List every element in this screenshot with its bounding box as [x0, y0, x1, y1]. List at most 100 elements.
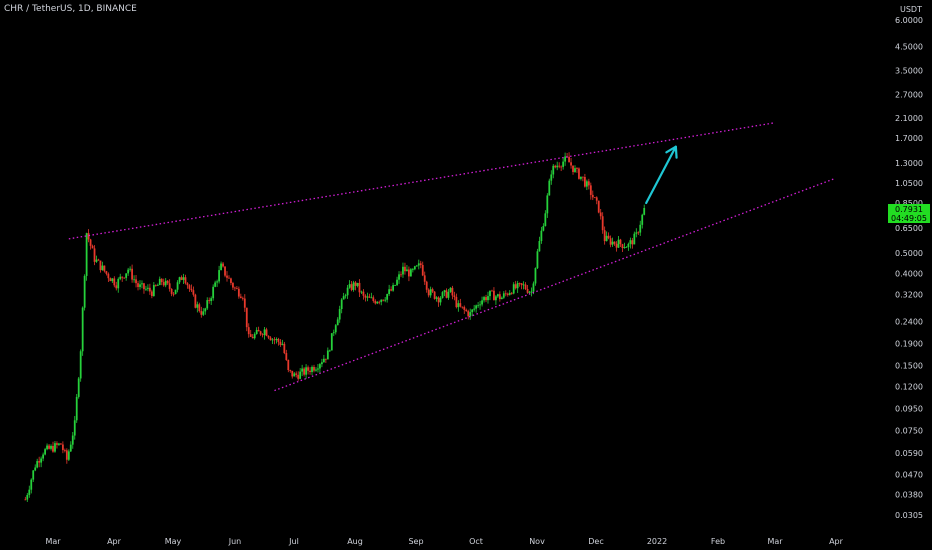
candle-body-up	[174, 289, 177, 295]
candle-body-down	[107, 273, 110, 279]
candle-body-down	[186, 283, 189, 286]
candle-body-up	[534, 268, 537, 284]
price-tick-label: 0.1900	[895, 339, 923, 348]
candle-body-down	[303, 368, 306, 375]
candle-body-up	[508, 292, 511, 295]
candle-body-down	[287, 359, 290, 370]
candle-body-up	[384, 299, 387, 301]
candle-body-down	[154, 285, 157, 286]
current-price-value: 0.7931	[895, 205, 923, 214]
price-axis[interactable]: USDT 6.0000 4.5000 3.5000 2.7000 2.1000 1.700…	[895, 5, 923, 520]
candle-body-up	[481, 300, 483, 305]
candle-body-up	[133, 279, 135, 281]
candle-body-up	[643, 207, 646, 215]
candle-body-up	[40, 458, 43, 463]
candle-body-up	[164, 280, 167, 286]
candle-body-down	[374, 300, 377, 304]
candle-body-down	[354, 282, 357, 286]
price-tick-label: 0.6500	[895, 224, 923, 233]
candle-body-up	[293, 373, 296, 377]
candle-body-down	[200, 311, 203, 315]
candle-body-up	[489, 290, 491, 297]
candle-body-up	[330, 333, 333, 351]
candle-body-up	[574, 168, 576, 172]
candle-body-up	[538, 240, 541, 252]
price-tick-label: 0.2400	[895, 318, 923, 327]
candle-body-up	[483, 297, 485, 301]
time-tick-label: Jul	[288, 537, 299, 546]
candle-body-up	[67, 451, 70, 460]
candle-body-up	[396, 279, 398, 286]
candle-body-down	[105, 271, 108, 274]
candle-body-down	[235, 288, 238, 290]
candle-body-down	[463, 307, 466, 310]
candle-body-down	[297, 374, 300, 379]
candle-body-down	[362, 291, 365, 296]
candle-body-down	[198, 304, 201, 312]
time-axis[interactable]: Mar Apr May Jun Jul Aug Sep Oct Nov Dec 2022 Feb Mar…	[45, 537, 843, 546]
candle-body-up	[81, 307, 84, 352]
price-tick-label: 6.0000	[895, 16, 923, 25]
candle-body-up	[475, 305, 478, 309]
candle-body-down	[224, 266, 226, 276]
candle-body-down	[631, 240, 634, 245]
candle-body-up	[546, 195, 549, 214]
price-tick-label: 0.0750	[895, 427, 923, 436]
candle-body-up	[386, 294, 389, 300]
candle-body-down	[467, 311, 470, 317]
candle-body-up	[522, 284, 525, 286]
candle-body-up	[502, 293, 505, 298]
candle-body-down	[514, 284, 517, 289]
candle-body-up	[326, 350, 329, 360]
candle-body-down	[615, 243, 618, 248]
candle-body-down	[591, 194, 594, 198]
candle-body-down	[451, 287, 454, 296]
candle-body-up	[85, 233, 88, 276]
candle-body-up	[477, 305, 480, 307]
candle-body-up	[336, 319, 339, 326]
candle-body-up	[311, 366, 313, 373]
candle-body-up	[435, 297, 438, 299]
candle-body-up	[319, 364, 321, 369]
candle-body-down	[372, 297, 375, 301]
price-tick-label: 0.1500	[895, 362, 923, 371]
candle-body-up	[178, 277, 181, 283]
candle-body-down	[234, 287, 236, 289]
time-tick-label: Sep	[408, 537, 423, 546]
candle-body-down	[520, 283, 523, 286]
candle-body-down	[609, 238, 612, 245]
candle-body-down	[135, 279, 137, 284]
candle-body-down	[123, 277, 126, 279]
candle-body-down	[570, 162, 572, 166]
candle-body-down	[423, 275, 426, 282]
candle-body-up	[415, 265, 418, 267]
candle-body-up	[50, 445, 52, 449]
candle-body-down	[249, 334, 252, 337]
candle-body-down	[131, 268, 133, 280]
candle-body-up	[220, 263, 222, 271]
candle-body-up	[328, 350, 331, 352]
candle-body-up	[206, 300, 209, 309]
candle-body-down	[143, 283, 145, 290]
candle-body-down	[554, 165, 557, 168]
candle-body-down	[582, 176, 584, 178]
candle-body-up	[366, 296, 369, 298]
price-tick-label: 0.5000	[895, 249, 923, 258]
trendline	[68, 122, 775, 240]
candle-body-down	[595, 197, 598, 201]
candle-body-up	[301, 368, 304, 372]
candle-body-up	[348, 284, 351, 288]
price-tick-label: 3.5000	[895, 66, 923, 75]
candle-body-up	[352, 282, 355, 290]
candle-body-up	[141, 283, 143, 285]
candle-body-up	[36, 461, 39, 468]
candle-body-down	[243, 298, 246, 308]
candle-body-up	[30, 479, 33, 490]
candle-body-down	[408, 269, 410, 277]
candle-body-up	[439, 297, 442, 303]
candle-body-up	[394, 285, 396, 286]
chart-title: CHR / TetherUS, 1D, BINANCE	[4, 4, 137, 14]
candle-body-up	[117, 278, 120, 289]
candle-body-up	[315, 369, 317, 371]
